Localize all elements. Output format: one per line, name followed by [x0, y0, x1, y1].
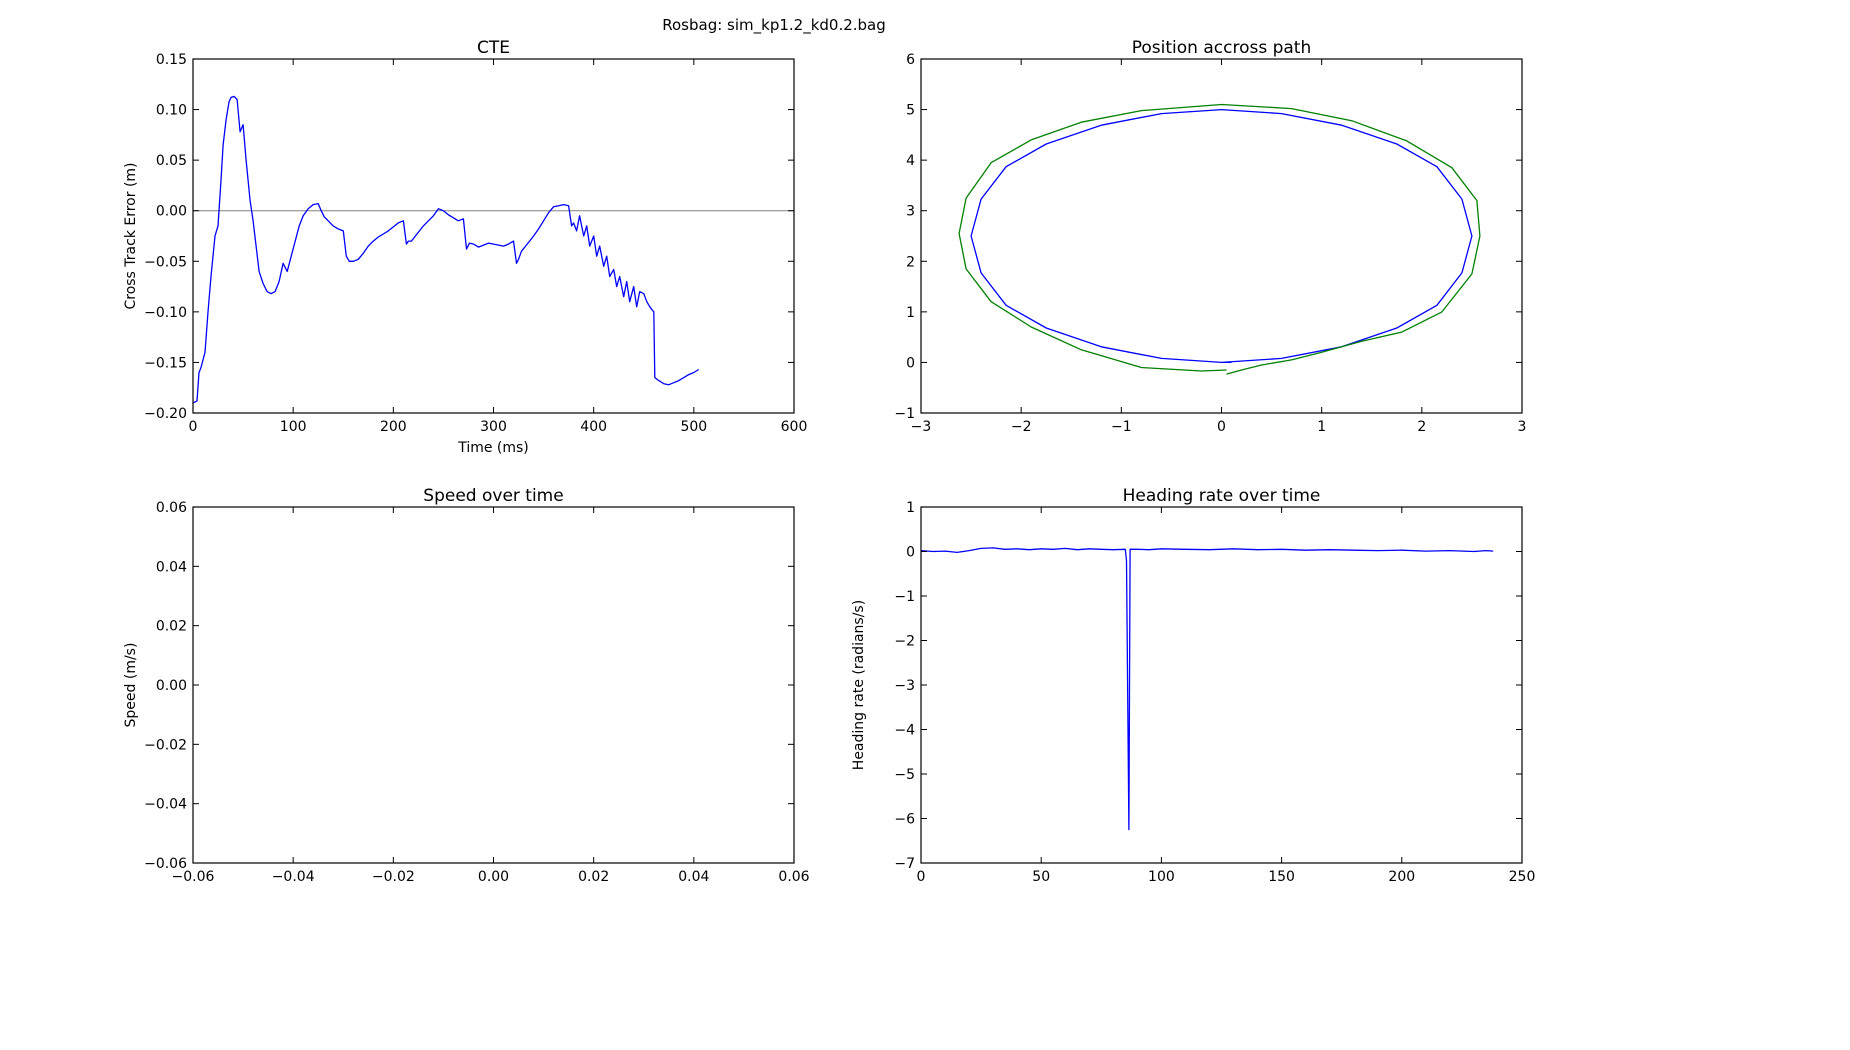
- x-tick-label: 50: [1032, 869, 1050, 885]
- y-tick-label: 0.02: [156, 619, 187, 635]
- y-tick-label: −3: [894, 678, 915, 694]
- chart-title: Speed over time: [423, 486, 563, 506]
- y-tick-label: −0.15: [144, 355, 187, 371]
- y-tick-label: 0: [906, 545, 915, 561]
- x-tick-label: 0: [1217, 419, 1226, 435]
- x-tick-label: 0.02: [578, 869, 609, 885]
- y-tick-label: 0.06: [156, 500, 187, 516]
- x-tick-label: −1: [1111, 419, 1132, 435]
- x-tick-label: 100: [280, 419, 307, 435]
- series-line-2: [958, 103, 1481, 375]
- y-tick-label: 3: [906, 204, 915, 220]
- y-tick-label: −4: [894, 723, 915, 739]
- plot-frame: [920, 506, 1523, 864]
- y-tick-label: −2: [894, 634, 915, 650]
- series-line-1: [970, 108, 1473, 364]
- y-tick-label: −0.10: [144, 305, 187, 321]
- x-tick-label: −0.02: [372, 869, 415, 885]
- plot-frame: [192, 58, 795, 414]
- y-tick-label: 0.05: [156, 153, 187, 169]
- x-tick-label: 100: [1148, 869, 1175, 885]
- x-tick-label: 500: [680, 419, 707, 435]
- x-tick-label: 400: [580, 419, 607, 435]
- series-line-1: [920, 547, 1494, 831]
- x-axis-label: Time (ms): [457, 440, 529, 456]
- y-tick-label: 0.00: [156, 204, 187, 220]
- y-tick-label: 0: [906, 355, 915, 371]
- plot-frame: [192, 506, 795, 864]
- figure-title: Rosbag: sim_kp1.2_kd0.2.bag: [662, 16, 886, 35]
- x-tick-label: 0.06: [778, 869, 809, 885]
- chart-title: Position accross path: [1132, 38, 1312, 58]
- y-tick-label: 0.04: [156, 559, 187, 575]
- y-tick-label: 2: [906, 254, 915, 270]
- x-tick-label: 150: [1268, 869, 1295, 885]
- y-tick-label: 1: [906, 500, 915, 516]
- x-tick-label: −0.04: [272, 869, 315, 885]
- y-tick-label: −0.05: [144, 254, 187, 270]
- y-axis-label: Speed (m/s): [123, 643, 139, 728]
- y-tick-label: 0.00: [156, 678, 187, 694]
- y-tick-label: 0.10: [156, 103, 187, 119]
- y-axis-label: Heading rate (radians/s): [851, 600, 867, 770]
- chart-title: CTE: [477, 38, 510, 58]
- y-tick-label: −0.04: [144, 797, 187, 813]
- chart-panel-4: 0 50 100 150 200 250 −7 −6 −5 −4 −3 −2 −1 0 1 Heading r…: [851, 486, 1535, 885]
- x-tick-label: 200: [1388, 869, 1415, 885]
- x-tick-label: 0.00: [478, 869, 509, 885]
- x-tick-label: 250: [1509, 869, 1536, 885]
- x-tick-label: 300: [480, 419, 507, 435]
- x-tick-label: 600: [781, 419, 808, 435]
- series-line-1: [192, 95, 700, 404]
- y-tick-label: −0.02: [144, 737, 187, 753]
- y-tick-label: 5: [906, 103, 915, 119]
- y-tick-label: −0.06: [144, 856, 187, 872]
- x-tick-label: 2: [1417, 419, 1426, 435]
- y-tick-label: 6: [906, 52, 915, 68]
- x-tick-label: −0.06: [172, 869, 215, 885]
- chart-panel-3: −0.06 −0.04 −0.02 0.00 0.02 0.04 0.06 −0.06 −0.0…: [123, 486, 810, 885]
- y-axis-label: Cross Track Error (m): [123, 162, 139, 309]
- x-tick-label: 0: [189, 419, 198, 435]
- y-tick-label: −5: [894, 767, 915, 783]
- y-tick-label: −0.20: [144, 406, 187, 422]
- y-tick-label: −6: [894, 812, 915, 828]
- y-tick-label: −1: [894, 406, 915, 422]
- y-tick-label: −7: [894, 856, 915, 872]
- y-tick-label: 4: [906, 153, 915, 169]
- chart-panel-2: −3 −2 −1 0 1 2 3 −1 0 1 2 3 4 5 6 Position accross path: [894, 38, 1526, 435]
- chart-panel-1: 0 100 200 300 400 500 600 −0.20 −0.15 −0.10 −0.05 0…: [123, 38, 807, 456]
- y-tick-label: 1: [906, 305, 915, 321]
- x-tick-label: 3: [1518, 419, 1527, 435]
- plot-frame: [920, 58, 1523, 414]
- x-tick-label: 200: [380, 419, 407, 435]
- x-tick-label: 1: [1317, 419, 1326, 435]
- y-tick-label: −1: [894, 589, 915, 605]
- y-tick-label: 0.15: [156, 52, 187, 68]
- x-tick-label: 0: [917, 869, 926, 885]
- x-tick-label: −2: [1011, 419, 1032, 435]
- x-tick-label: −3: [911, 419, 932, 435]
- chart-title: Heading rate over time: [1123, 486, 1321, 506]
- x-tick-label: 0.04: [678, 869, 709, 885]
